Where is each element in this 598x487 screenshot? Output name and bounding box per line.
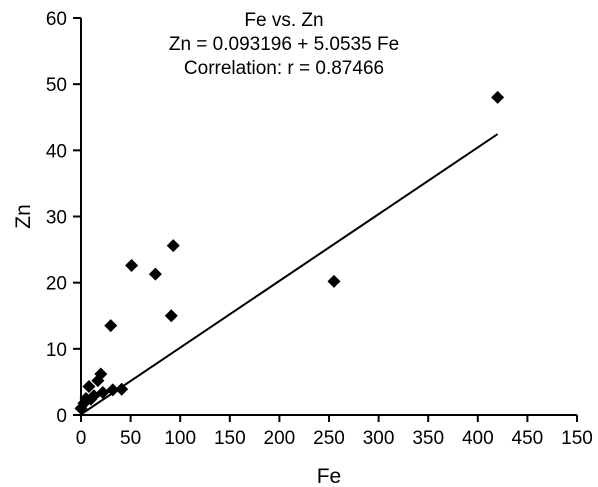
x-axis-ticks: 0 50 100 150 200 250 300 350 400 450 150 bbox=[76, 415, 593, 449]
y-tick-label: 0 bbox=[56, 406, 67, 427]
data-point bbox=[164, 309, 178, 323]
title-line-1: Fe vs. Zn bbox=[244, 10, 323, 31]
y-axis-ticks: 0 10 20 30 40 50 60 bbox=[46, 9, 81, 427]
data-point bbox=[94, 367, 108, 381]
x-tick-label: 0 bbox=[76, 428, 87, 449]
y-tick-label: 50 bbox=[46, 75, 67, 96]
data-points bbox=[74, 90, 505, 415]
regression-line bbox=[80, 133, 499, 416]
x-tick-label: 100 bbox=[164, 428, 196, 449]
x-tick-label: 450 bbox=[512, 428, 544, 449]
data-point bbox=[115, 382, 129, 396]
x-axis-label: Fe bbox=[317, 465, 342, 487]
x-tick-label: 250 bbox=[313, 428, 345, 449]
data-point bbox=[166, 239, 180, 253]
title-line-2: Zn = 0.093196 + 5.0535 Fe bbox=[169, 34, 399, 55]
x-tick-label: 300 bbox=[363, 428, 395, 449]
data-point bbox=[82, 380, 96, 394]
data-point bbox=[491, 90, 505, 104]
x-tick-label: 200 bbox=[264, 428, 296, 449]
y-tick-label: 10 bbox=[46, 340, 67, 361]
x-tick-label: 50 bbox=[120, 428, 141, 449]
data-point bbox=[125, 258, 139, 272]
x-tick-label: 150 bbox=[214, 428, 246, 449]
y-axis-label: Zn bbox=[12, 204, 35, 229]
title-line-3: Correlation: r = 0.87466 bbox=[184, 58, 384, 79]
data-point bbox=[104, 319, 118, 333]
y-tick-label: 40 bbox=[46, 141, 67, 162]
data-point bbox=[327, 274, 341, 288]
x-tick-label: 350 bbox=[412, 428, 444, 449]
x-tick-label: 150 bbox=[561, 428, 593, 449]
data-point bbox=[106, 383, 120, 397]
chart-title: Fe vs. Zn Zn = 0.093196 + 5.0535 Fe Correl… bbox=[169, 10, 399, 79]
x-tick-label: 400 bbox=[462, 428, 494, 449]
data-point bbox=[96, 386, 110, 400]
y-tick-label: 30 bbox=[46, 208, 67, 229]
data-point bbox=[148, 267, 162, 281]
y-tick-label: 20 bbox=[46, 274, 67, 295]
y-tick-label: 60 bbox=[46, 9, 67, 30]
regression-line-group bbox=[80, 133, 499, 416]
